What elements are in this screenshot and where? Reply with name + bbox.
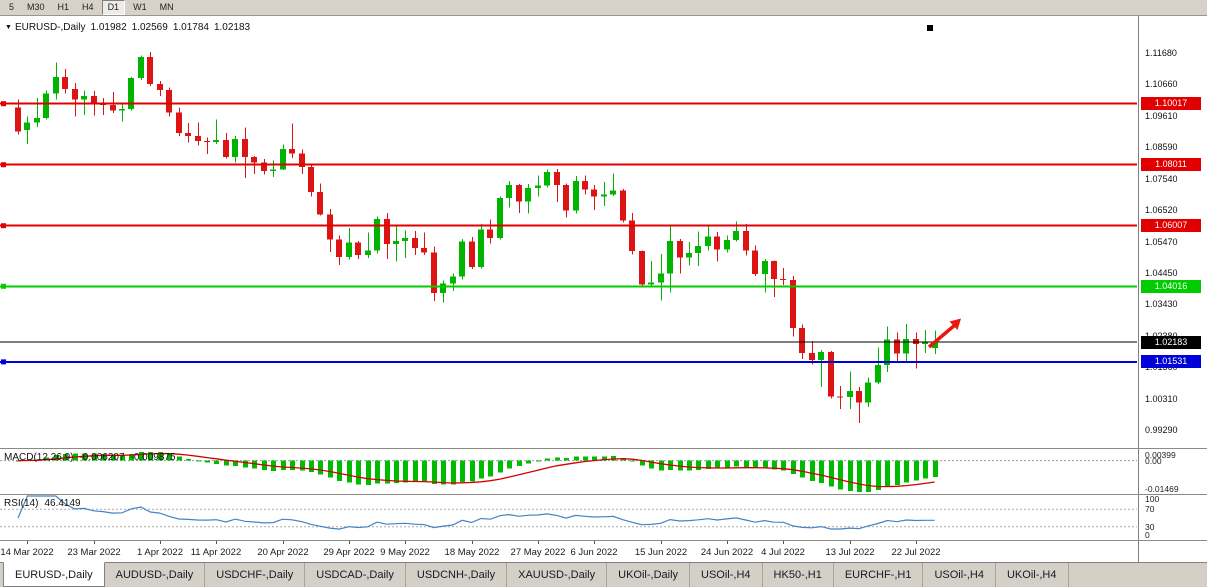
rsi-axis-0: 0	[1145, 530, 1150, 540]
current-price-badge: 1.02183	[1141, 335, 1201, 349]
tab-hk50-h1[interactable]: HK50-,H1	[763, 563, 834, 587]
rsi-name: RSI(14)	[4, 498, 39, 509]
panel-splitter[interactable]	[0, 540, 1207, 541]
rsi-line	[17, 495, 935, 530]
tab-eurchf-h1[interactable]: EURCHF-,H1	[834, 563, 924, 587]
price-line-badge: 1.08011	[1141, 158, 1201, 172]
tab-ukoil-daily[interactable]: UKOil-,Daily	[607, 563, 691, 587]
macd-indicator-label: MACD(12,26,9) -0.006207 -0.009875	[4, 452, 182, 463]
date-label: 20 Apr 2022	[257, 547, 308, 558]
price-tick-label: 0.99290	[1145, 425, 1178, 436]
line-handle[interactable]	[1, 162, 6, 168]
rsi-indicator-label: RSI(14) 46.4149	[4, 498, 87, 509]
price-tick-label: 1.11680	[1145, 48, 1177, 59]
date-label: 6 Jun 2022	[570, 547, 617, 558]
date-label: 13 Jul 2022	[825, 547, 874, 558]
macd-axis-min: -0.01469	[1145, 484, 1179, 494]
chart-plot[interactable]: 14 Mar 2022 23 Mar 2022 1 Apr 2022 11 Apr 2…	[0, 16, 1137, 562]
date-label: 15 Jun 2022	[635, 547, 687, 558]
symbol-name: EURUSD-,Daily	[14, 22, 86, 33]
macd-axis-zero: 0.00	[1145, 455, 1162, 466]
price-tick-label: 1.03430	[1145, 299, 1178, 310]
price-tick-label: 1.06520	[1145, 205, 1178, 216]
tab-ukoil-h4[interactable]: UKOil-,H4	[996, 563, 1069, 587]
timeframe-button-w1[interactable]: W1	[133, 2, 147, 12]
date-label: 14 Mar 2022	[0, 547, 53, 558]
line-handle[interactable]	[1, 283, 6, 289]
macd-signal-value: -0.009875	[130, 452, 176, 463]
price-line-badge: 1.06007	[1141, 219, 1201, 233]
price-tick-label: 1.08590	[1145, 142, 1178, 153]
chart-shift-marker[interactable]	[927, 25, 933, 31]
tab-usdcad-daily[interactable]: USDCAD-,Daily	[305, 563, 406, 587]
line-handle[interactable]	[1, 223, 6, 229]
timeframe-button-5[interactable]: 5	[9, 2, 15, 12]
price-tick-label: 1.05470	[1145, 237, 1178, 248]
panel-splitter[interactable]	[0, 448, 1207, 449]
date-label: 9 May 2022	[380, 547, 430, 558]
tab-eurusd-daily[interactable]: EURUSD-,Daily	[3, 562, 105, 587]
macd-axis-max: 0.00399	[1145, 450, 1176, 460]
chart-tabs-bar: EURUSD-,Daily AUDUSD-,Daily USDCHF-,Daily U…	[0, 562, 1207, 587]
date-label: 29 Apr 2022	[323, 547, 374, 558]
rsi-axis-70: 70	[1145, 504, 1155, 515]
macd-signal-line	[17, 452, 935, 488]
chart-canvas[interactable]: 14 Mar 2022 23 Mar 2022 1 Apr 2022 11 Apr 2…	[0, 16, 1137, 562]
timeframe-button-mn[interactable]: MN	[159, 2, 174, 12]
timeframe-button-h1[interactable]: H1	[57, 2, 70, 12]
macd-name: MACD(12,26,9)	[4, 452, 74, 463]
ohlc-open: 1.01982	[90, 22, 127, 33]
timeframe-button-d1[interactable]: D1	[101, 0, 126, 15]
tab-usdcnh-daily[interactable]: USDCNH-,Daily	[406, 563, 508, 587]
ohlc-high: 1.02569	[131, 22, 168, 33]
date-label: 23 Mar 2022	[67, 547, 120, 558]
tab-audusd-daily[interactable]: AUDUSD-,Daily	[105, 563, 206, 587]
tab-usdchf-daily[interactable]: USDCHF-,Daily	[205, 563, 306, 587]
price-axis[interactable]: 1.11680 1.10660 1.09610 1.08590 1.07540 1.065…	[1138, 16, 1207, 562]
date-label: 27 May 2022	[511, 547, 566, 558]
candlestick-series	[15, 52, 938, 424]
arrow-head-icon	[949, 318, 961, 330]
ohlc-close: 1.02183	[213, 22, 251, 33]
date-label: 22 Jul 2022	[891, 547, 940, 558]
rsi-axis-30: 30	[1145, 521, 1155, 532]
price-tick-label: 1.00310	[1145, 394, 1178, 405]
panel-splitter[interactable]	[0, 494, 1207, 495]
price-tick-label: 1.07540	[1145, 174, 1178, 185]
date-label: 24 Jun 2022	[701, 547, 753, 558]
price-line-badge: 1.10017	[1141, 97, 1201, 111]
rsi-value: 46.4149	[44, 498, 81, 509]
tab-usoil-h4[interactable]: USOil-,H4	[923, 563, 996, 587]
date-label: 18 May 2022	[445, 547, 500, 558]
chart-area: 14 Mar 2022 23 Mar 2022 1 Apr 2022 11 Apr 2…	[0, 16, 1207, 562]
price-tick-label: 1.10660	[1145, 79, 1178, 90]
date-label: 11 Apr 2022	[191, 547, 242, 558]
price-line-badge: 1.04016	[1141, 279, 1201, 293]
timeframe-button-h4[interactable]: H4	[82, 2, 94, 12]
timeframe-toolbar: 5 M30 H1 H4 D1 W1 MN	[0, 0, 1207, 16]
line-handle[interactable]	[1, 101, 6, 107]
rsi-axis-100: 100	[1145, 494, 1160, 504]
tab-usoil-h4[interactable]: USOil-,H4	[690, 563, 763, 587]
tab-xauusd-daily[interactable]: XAUUSD-,Daily	[507, 563, 608, 587]
arrow-object[interactable]	[927, 323, 957, 349]
date-label: 1 Apr 2022	[137, 547, 183, 558]
date-axis: 14 Mar 2022 23 Mar 2022 1 Apr 2022 11 Apr 2…	[0, 540, 941, 558]
macd-main-value: -0.006207	[79, 452, 125, 463]
ohlc-low: 1.01784	[172, 22, 209, 33]
price-tick-label: 1.09610	[1145, 111, 1178, 122]
timeframe-button-m30[interactable]: M30	[27, 2, 45, 12]
date-label: 4 Jul 2022	[761, 547, 805, 558]
line-handle[interactable]	[1, 359, 6, 365]
price-line-badge: 1.01531	[1141, 355, 1201, 369]
macd-histogram	[16, 451, 938, 493]
price-tick-label: 1.04450	[1145, 268, 1178, 279]
chart-menu-icon: ▼	[5, 24, 12, 31]
symbol-ohlc-label: ▼ EURUSD-,Daily 1.01982 1.02569 1.01784 1.021…	[5, 22, 255, 33]
